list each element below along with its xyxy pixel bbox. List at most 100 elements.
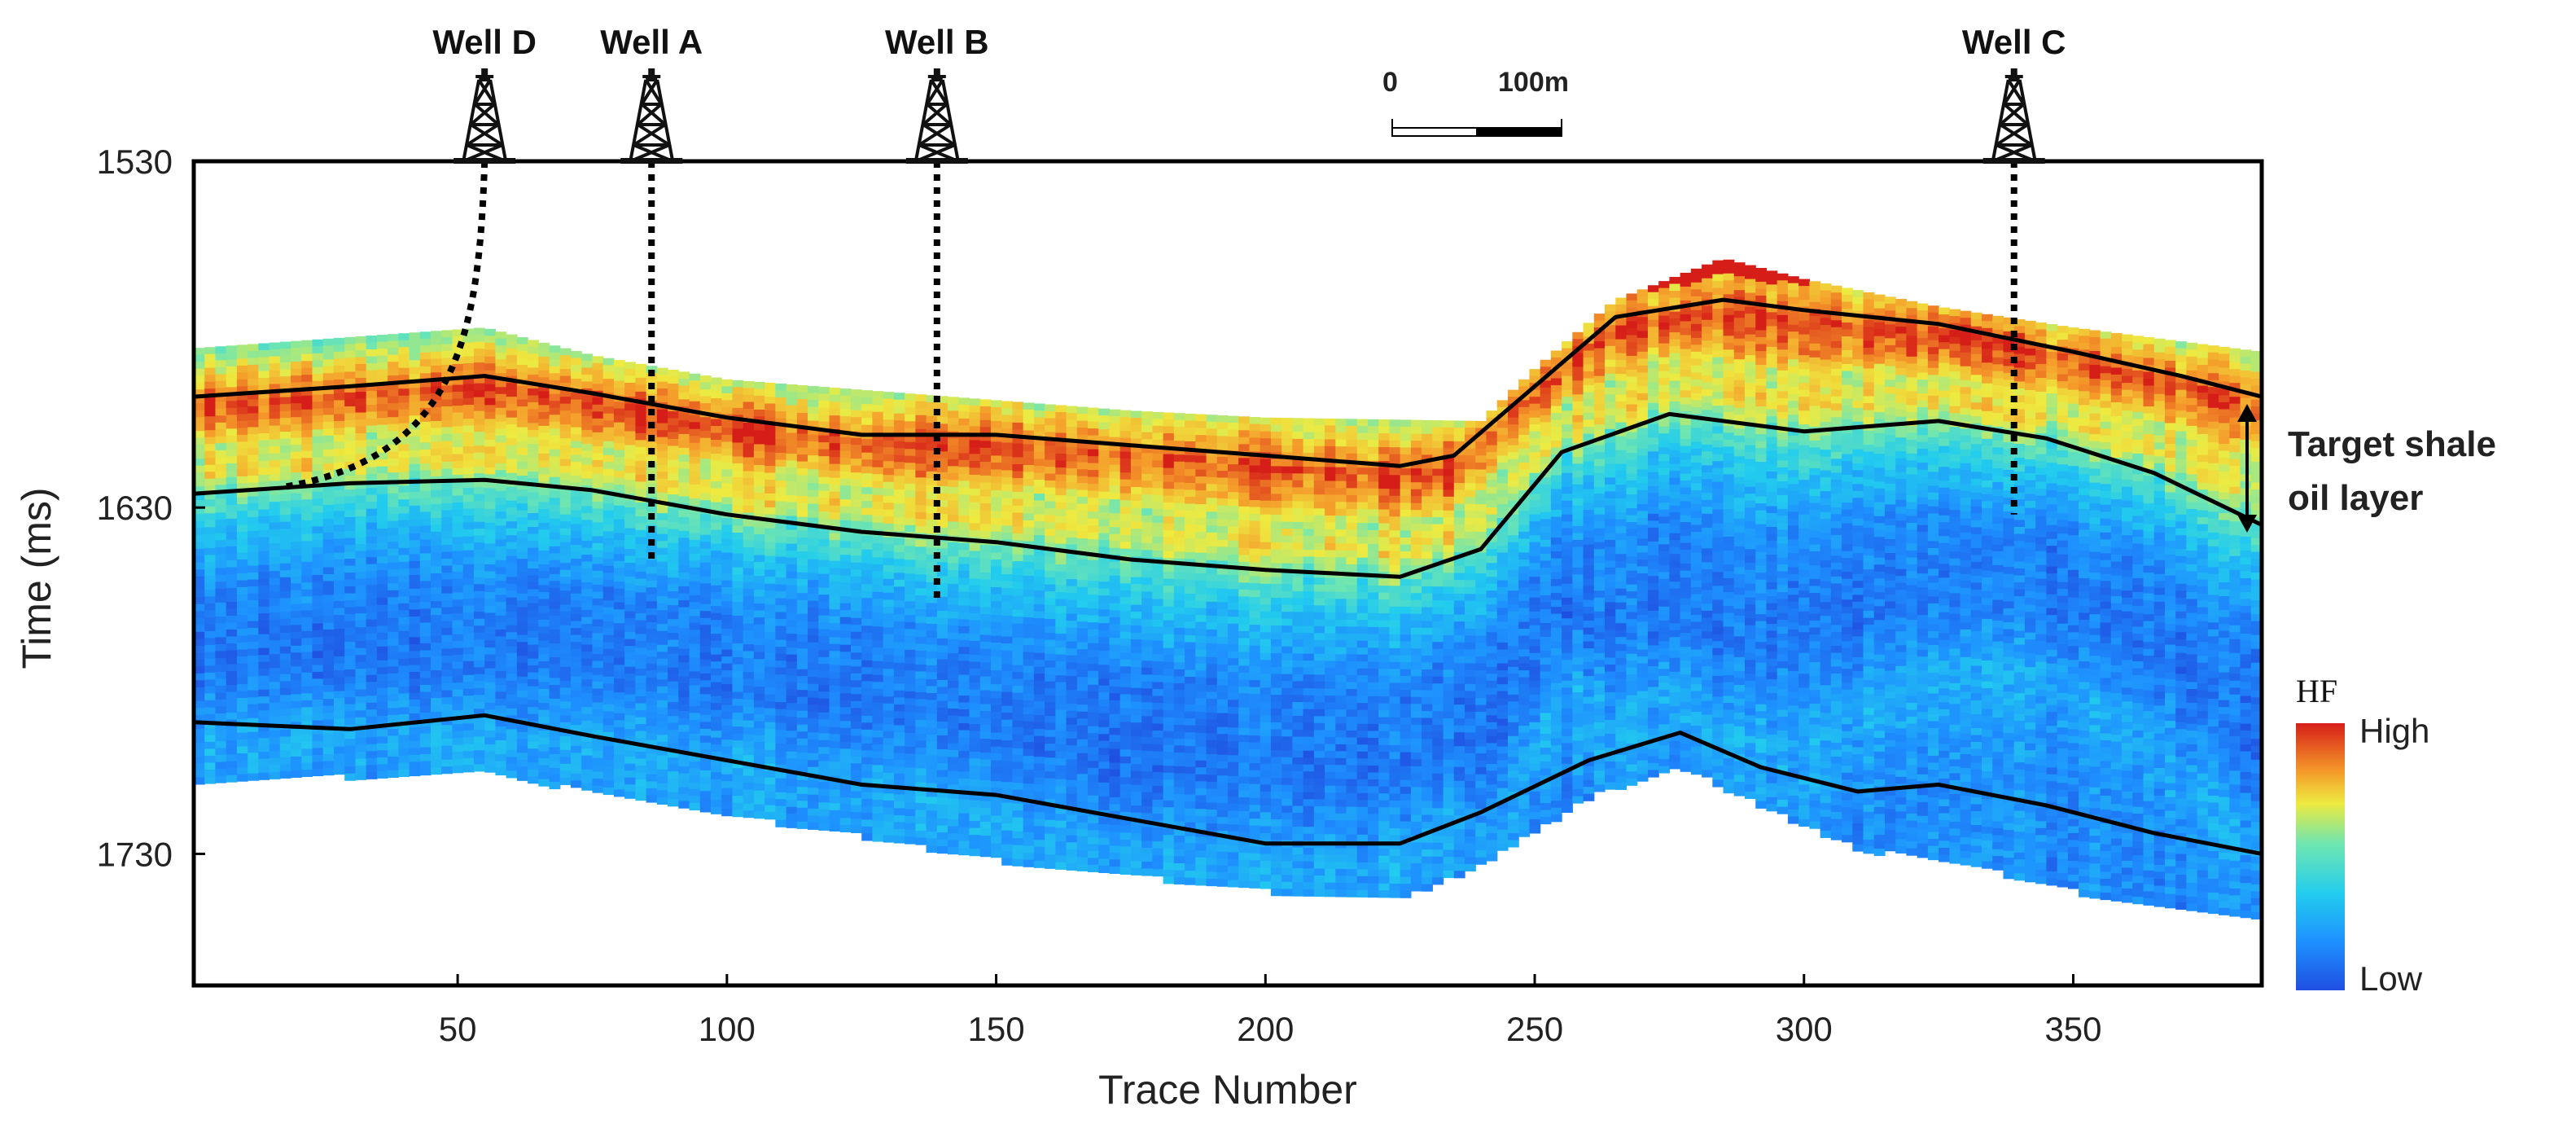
heatmap-cell (322, 484, 335, 492)
heatmap-cell (721, 801, 734, 810)
heatmap-cell (409, 533, 421, 541)
heatmap-cell (915, 788, 927, 797)
heatmap-cell (592, 384, 604, 392)
heatmap-cell (398, 485, 410, 494)
heatmap-cell (850, 708, 862, 716)
heatmap-cell (1001, 415, 1014, 423)
heatmap-cell (559, 348, 572, 356)
heatmap-cell (905, 504, 916, 512)
heatmap-cell (656, 450, 668, 459)
heatmap-cell (215, 505, 227, 513)
heatmap-cell (559, 535, 572, 543)
heatmap-cell (376, 757, 388, 765)
heatmap-cell (388, 500, 399, 508)
heatmap-cell (344, 427, 357, 435)
heatmap-cell (248, 489, 259, 498)
heatmap-cell (732, 476, 744, 485)
heatmap-cell (398, 444, 410, 452)
heatmap-cell (1001, 588, 1014, 596)
heatmap-cell (333, 739, 345, 748)
heatmap-cell (581, 679, 594, 687)
heatmap-cell (419, 761, 432, 769)
heatmap-cell (312, 353, 324, 361)
heatmap-cell (796, 766, 808, 774)
heatmap-cell (646, 386, 658, 394)
heatmap-cell (248, 753, 259, 761)
heatmap-cell (344, 593, 357, 601)
heatmap-cell (948, 528, 959, 536)
heatmap-cell (516, 766, 528, 775)
heatmap-cell (355, 752, 367, 760)
heatmap-cell (808, 753, 819, 761)
heatmap-cell (441, 538, 453, 546)
heatmap-cell (258, 426, 270, 434)
heatmap-cell (979, 731, 992, 739)
heatmap-cell (376, 764, 388, 772)
heatmap-cell (291, 639, 302, 647)
heatmap-cell (990, 462, 1002, 471)
heatmap-cell (613, 568, 625, 576)
heatmap-cell (248, 545, 259, 553)
heatmap-cell (495, 636, 507, 644)
heatmap-cell (516, 731, 528, 739)
heatmap-cell (355, 578, 367, 586)
heatmap-cell (948, 750, 959, 758)
heatmap-cell (818, 726, 830, 734)
heatmap-cell (248, 593, 259, 601)
heatmap-cell (322, 525, 335, 533)
heatmap-cell (926, 609, 938, 617)
heatmap-cell (409, 671, 421, 680)
heatmap-cell (656, 603, 668, 611)
heatmap-cell (905, 407, 916, 415)
heatmap-cell (355, 599, 367, 608)
heatmap-cell (743, 775, 755, 783)
heatmap-cell (473, 341, 485, 349)
heatmap-cell (312, 533, 324, 541)
heatmap-cell (926, 678, 938, 687)
heatmap-cell (775, 674, 787, 682)
heatmap-cell (689, 643, 701, 652)
heatmap-cell (926, 450, 938, 459)
heatmap-cell (398, 367, 410, 375)
heatmap-cell (236, 608, 248, 616)
heatmap-cell (969, 738, 981, 746)
heatmap-cell (538, 516, 550, 524)
heatmap-cell (979, 482, 992, 490)
heatmap-cell (850, 722, 862, 730)
heatmap-cell (711, 765, 722, 773)
heatmap-cell (969, 502, 981, 511)
heatmap-cell (861, 494, 874, 502)
heatmap-cell (528, 409, 539, 417)
heatmap-cell (291, 652, 302, 660)
heatmap-cell (559, 618, 572, 626)
heatmap-cell (441, 496, 453, 504)
heatmap-cell (764, 604, 776, 612)
heatmap-cell (958, 682, 970, 690)
heatmap-cell (484, 564, 497, 573)
heatmap-cell (1001, 713, 1014, 721)
heatmap-cell (721, 538, 734, 546)
heatmap-cell (366, 702, 378, 710)
heatmap-cell (344, 559, 357, 567)
heatmap-cell (301, 644, 313, 652)
heatmap-cell (312, 388, 324, 396)
heatmap-cell (635, 752, 647, 760)
heatmap-cell (872, 640, 884, 648)
heatmap-cell (322, 532, 335, 541)
heatmap-cell (301, 520, 313, 528)
heatmap-cell (850, 534, 862, 542)
heatmap-cell (312, 651, 324, 659)
heatmap-cell (516, 531, 528, 539)
heatmap-cell (409, 339, 421, 347)
heatmap-cell (388, 756, 399, 764)
heatmap-cell (506, 763, 518, 771)
heatmap-cell (753, 797, 765, 805)
heatmap-cell (538, 599, 550, 607)
heatmap-cell (861, 681, 874, 689)
heatmap-cell (431, 601, 442, 609)
heatmap-cell (753, 381, 765, 390)
heatmap-cell (528, 617, 539, 625)
heatmap-cell (839, 783, 852, 791)
heatmap-cell (473, 390, 485, 398)
heatmap-cell (388, 472, 399, 481)
